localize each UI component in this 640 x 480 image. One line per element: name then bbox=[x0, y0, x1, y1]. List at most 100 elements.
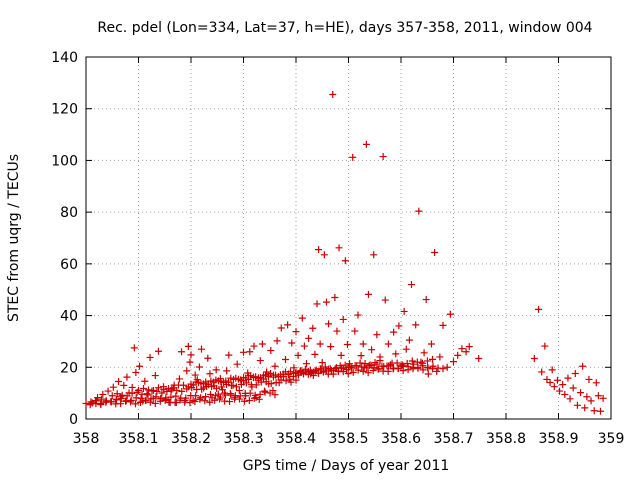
data-point bbox=[454, 351, 462, 359]
data-point bbox=[566, 395, 574, 403]
data-point bbox=[244, 372, 252, 380]
data-point bbox=[414, 364, 422, 372]
data-point bbox=[161, 396, 169, 404]
data-point bbox=[216, 393, 224, 401]
data-point bbox=[429, 365, 436, 373]
data-point bbox=[370, 364, 378, 372]
data-point bbox=[240, 348, 247, 356]
x-tick-label: 358.7 bbox=[433, 431, 473, 447]
data-point bbox=[233, 360, 241, 368]
data-point bbox=[322, 298, 330, 306]
data-point bbox=[251, 391, 259, 399]
data-point bbox=[436, 353, 444, 361]
data-point bbox=[156, 397, 164, 405]
data-point bbox=[223, 367, 231, 375]
data-point bbox=[127, 396, 135, 404]
data-point bbox=[431, 248, 439, 256]
y-tick-label: 140 bbox=[51, 50, 78, 66]
data-point bbox=[212, 392, 219, 400]
data-point bbox=[313, 300, 321, 308]
data-point bbox=[143, 390, 151, 398]
data-point bbox=[373, 331, 381, 339]
y-tick-label: 40 bbox=[60, 309, 78, 325]
data-point bbox=[206, 370, 214, 378]
data-point bbox=[577, 389, 585, 397]
y-tick-label: 80 bbox=[60, 205, 78, 221]
x-tick-labels: 358 358.1 358.2 358.3 358.4 358.5 358.6 358.7 35… bbox=[73, 431, 625, 447]
data-point bbox=[140, 384, 147, 392]
data-point bbox=[191, 398, 199, 406]
data-point bbox=[450, 358, 457, 366]
x-tick-label: 358.9 bbox=[538, 431, 578, 447]
data-point bbox=[390, 328, 398, 336]
data-point bbox=[136, 398, 144, 406]
data-point bbox=[171, 399, 179, 407]
data-point bbox=[439, 321, 447, 329]
data-point bbox=[393, 359, 401, 367]
data-point bbox=[318, 359, 326, 367]
data-point bbox=[232, 383, 240, 391]
data-point bbox=[178, 348, 186, 356]
data-point bbox=[271, 391, 279, 399]
data-point bbox=[424, 363, 432, 371]
x-tick-label: 358.8 bbox=[486, 431, 526, 447]
data-point bbox=[232, 374, 240, 382]
data-point bbox=[405, 336, 413, 344]
data-point bbox=[312, 366, 320, 374]
data-point bbox=[115, 378, 123, 386]
data-point bbox=[132, 368, 140, 376]
x-tick-label: 358 bbox=[73, 431, 100, 447]
data-point bbox=[298, 314, 306, 322]
data-point bbox=[419, 362, 427, 370]
data-point bbox=[255, 395, 263, 403]
data-point bbox=[136, 362, 144, 370]
data-point bbox=[198, 385, 206, 393]
x-tick-label: 358.1 bbox=[118, 431, 158, 447]
data-point bbox=[348, 364, 356, 372]
data-point bbox=[409, 365, 417, 373]
data-point bbox=[141, 377, 149, 385]
data-point bbox=[289, 373, 297, 381]
data-point bbox=[475, 354, 483, 362]
data-point bbox=[351, 327, 359, 335]
data-point bbox=[273, 337, 281, 345]
data-point bbox=[331, 293, 339, 301]
data-point bbox=[183, 367, 191, 375]
data-point bbox=[117, 400, 125, 408]
data-point bbox=[465, 343, 473, 351]
x-tick-label: 358.2 bbox=[171, 431, 211, 447]
data-point bbox=[599, 394, 607, 402]
data-point bbox=[375, 365, 383, 373]
data-point bbox=[346, 360, 354, 368]
data-point bbox=[538, 368, 546, 376]
data-point bbox=[423, 357, 431, 365]
data-point bbox=[553, 376, 561, 384]
data-point bbox=[195, 363, 203, 371]
data-point bbox=[191, 371, 199, 379]
data-point bbox=[420, 349, 428, 357]
data-point bbox=[327, 343, 335, 351]
data-point bbox=[120, 381, 128, 389]
data-point bbox=[249, 374, 257, 382]
data-point bbox=[160, 383, 167, 391]
data-point bbox=[385, 362, 393, 370]
data-point bbox=[400, 307, 408, 315]
data-point bbox=[212, 366, 220, 374]
data-point bbox=[316, 340, 324, 348]
x-tick-label: 358.5 bbox=[328, 431, 368, 447]
data-point bbox=[157, 394, 165, 402]
data-point bbox=[282, 356, 289, 364]
data-point bbox=[267, 380, 275, 388]
axis-ticks bbox=[85, 56, 612, 420]
data-point bbox=[337, 351, 345, 359]
data-point bbox=[109, 383, 117, 391]
data-point bbox=[93, 397, 100, 405]
data-point bbox=[433, 367, 441, 375]
data-point bbox=[246, 389, 254, 397]
data-point bbox=[97, 401, 105, 409]
data-point bbox=[412, 321, 420, 329]
data-point bbox=[305, 334, 313, 342]
data-point bbox=[237, 380, 245, 388]
data-point bbox=[286, 375, 294, 383]
data-point bbox=[434, 364, 442, 372]
